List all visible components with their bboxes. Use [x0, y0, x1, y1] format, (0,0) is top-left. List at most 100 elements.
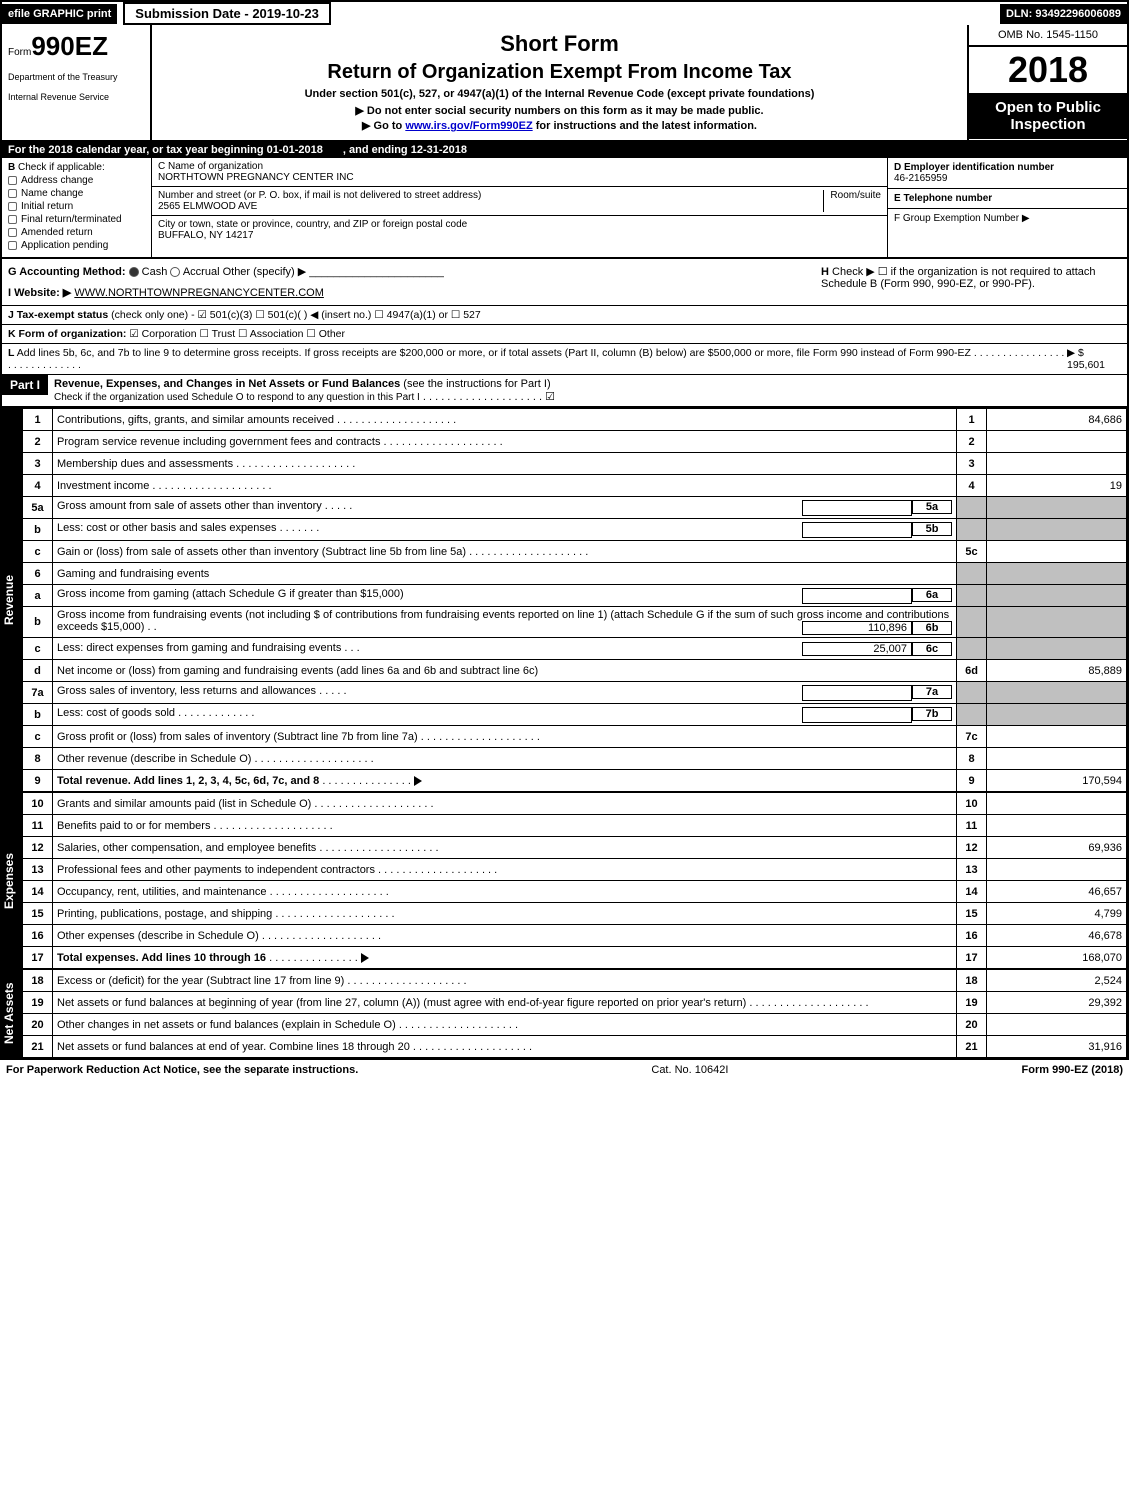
dept-treasury: Department of the Treasury: [8, 72, 144, 82]
g-label: G Accounting Method:: [8, 266, 126, 278]
radio-icon[interactable]: [129, 267, 139, 277]
b-head: Check if applicable:: [18, 162, 105, 173]
row-a: For the 2018 calendar year, or tax year …: [2, 142, 1127, 158]
chk-final-return[interactable]: Final return/terminated: [8, 214, 145, 225]
radio-icon[interactable]: [170, 267, 180, 277]
line-num: 14: [23, 881, 53, 903]
line-val: 46,678: [987, 925, 1127, 947]
footer-right: Form 990-EZ (2018): [1022, 1064, 1123, 1076]
line-val: [987, 519, 1127, 541]
table-row: 11Benefits paid to or for members11: [23, 815, 1127, 837]
part1-check: Check if the organization used Schedule …: [54, 392, 420, 403]
chk-label: Name change: [21, 188, 83, 199]
line-desc: Program service revenue including govern…: [53, 431, 957, 453]
chk-amended-return[interactable]: Amended return: [8, 227, 145, 238]
line-num: 2: [23, 431, 53, 453]
group-exemption-block: F Group Exemption Number ▶: [888, 209, 1127, 257]
netassets-side-label: Net Assets: [2, 969, 22, 1058]
checkbox-icon: [8, 189, 17, 198]
table-row: 7aGross sales of inventory, less returns…: [23, 682, 1127, 704]
inner-val: [802, 588, 912, 604]
line-ref: 12: [957, 837, 987, 859]
j-text: (check only one) - ☑ 501(c)(3) ☐ 501(c)(…: [111, 309, 481, 321]
part1-title: Revenue, Expenses, and Changes in Net As…: [54, 378, 400, 390]
e-label: E Telephone number: [894, 193, 1121, 204]
inner-num: 6c: [912, 642, 952, 656]
line-ref: 19: [957, 992, 987, 1014]
table-row: aGross income from gaming (attach Schedu…: [23, 585, 1127, 607]
line-num: c: [23, 726, 53, 748]
table-row: 2Program service revenue including gover…: [23, 431, 1127, 453]
table-row: 6Gaming and fundraising events: [23, 563, 1127, 585]
line-desc: Net assets or fund balances at beginning…: [53, 992, 957, 1014]
line-val: 46,657: [987, 881, 1127, 903]
open-public: Open to Public Inspection: [969, 93, 1127, 139]
checkbox-icon: [8, 228, 17, 237]
accounting-method: G Accounting Method: Cash Accrual Other …: [8, 265, 801, 299]
chk-address-change[interactable]: Address change: [8, 175, 145, 186]
omb-number: OMB No. 1545-1150: [969, 25, 1127, 47]
inner-val: 25,007: [802, 642, 912, 656]
form-prefix: Form: [8, 47, 31, 58]
line-num: 8: [23, 748, 53, 770]
form-organization: K Form of organization: ☑ Corporation ☐ …: [2, 325, 1127, 344]
checkbox-icon: [8, 241, 17, 250]
table-row: 17Total expenses. Add lines 10 through 1…: [23, 947, 1127, 969]
website-label: I Website: ▶: [8, 287, 71, 299]
chk-application-pending[interactable]: Application pending: [8, 240, 145, 251]
org-name: NORTHTOWN PREGNANCY CENTER INC: [158, 172, 354, 183]
line-ref: 9: [957, 770, 987, 792]
line-num: c: [23, 638, 53, 660]
chk-label: Amended return: [21, 227, 93, 238]
line-desc: Occupancy, rent, utilities, and maintena…: [53, 881, 957, 903]
line-val: 31,916: [987, 1036, 1127, 1058]
line-ref: 18: [957, 970, 987, 992]
line-val: [987, 682, 1127, 704]
k-text: ☑ Corporation ☐ Trust ☐ Association ☐ Ot…: [129, 328, 345, 340]
chk-name-change[interactable]: Name change: [8, 188, 145, 199]
line-desc: Gross sales of inventory, less returns a…: [57, 685, 316, 697]
line-num: 3: [23, 453, 53, 475]
line-ref: 16: [957, 925, 987, 947]
room-suite-label: Room/suite: [823, 190, 881, 212]
j-label: J Tax-exempt status: [8, 309, 108, 321]
l-row: L Add lines 5b, 6c, and 7b to line 9 to …: [2, 344, 1127, 375]
line-desc: Gain or (loss) from sale of assets other…: [53, 541, 957, 563]
ein-block: D Employer identification number 46-2165…: [888, 158, 1127, 189]
chk-initial-return[interactable]: Initial return: [8, 201, 145, 212]
submission-date-button[interactable]: Submission Date - 2019-10-23: [123, 2, 331, 25]
line-ref: 17: [957, 947, 987, 969]
line-ref: 14: [957, 881, 987, 903]
c-city-label: City or town, state or province, country…: [158, 219, 467, 230]
ein-value: 46-2165959: [894, 173, 1121, 184]
line-val: [987, 453, 1127, 475]
footer-row: For Paperwork Reduction Act Notice, see …: [0, 1060, 1129, 1080]
line-ref: 20: [957, 1014, 987, 1036]
table-row: 14Occupancy, rent, utilities, and mainte…: [23, 881, 1127, 903]
line-desc: Other expenses (describe in Schedule O): [53, 925, 957, 947]
line-val: [987, 431, 1127, 453]
line-ref: 7c: [957, 726, 987, 748]
line-num: 11: [23, 815, 53, 837]
line-num: b: [23, 519, 53, 541]
irs-link[interactable]: www.irs.gov/Form990EZ: [405, 120, 532, 132]
line-ref: 2: [957, 431, 987, 453]
col-b-head: B Check if applicable:: [8, 162, 145, 173]
table-row: 3Membership dues and assessments3: [23, 453, 1127, 475]
line-val: [987, 638, 1127, 660]
info-block: B Check if applicable: Address change Na…: [2, 158, 1127, 259]
inner-val: 110,896: [802, 621, 912, 635]
footer-left: For Paperwork Reduction Act Notice, see …: [6, 1064, 358, 1076]
form-number: Form990EZ: [8, 31, 144, 62]
line-num: 18: [23, 970, 53, 992]
header-row: Form990EZ Department of the Treasury Int…: [2, 25, 1127, 142]
line-val: [987, 563, 1127, 585]
line-ref: [957, 682, 987, 704]
short-form-title: Short Form: [162, 31, 957, 57]
table-row: bLess: cost of goods sold . . . . . . . …: [23, 704, 1127, 726]
line-ref: [957, 563, 987, 585]
tax-year: 2018: [969, 47, 1127, 93]
d-label: D Employer identification number: [894, 162, 1121, 173]
l-label: L: [8, 347, 14, 359]
top-bar: efile GRAPHIC print Submission Date - 20…: [2, 2, 1127, 25]
